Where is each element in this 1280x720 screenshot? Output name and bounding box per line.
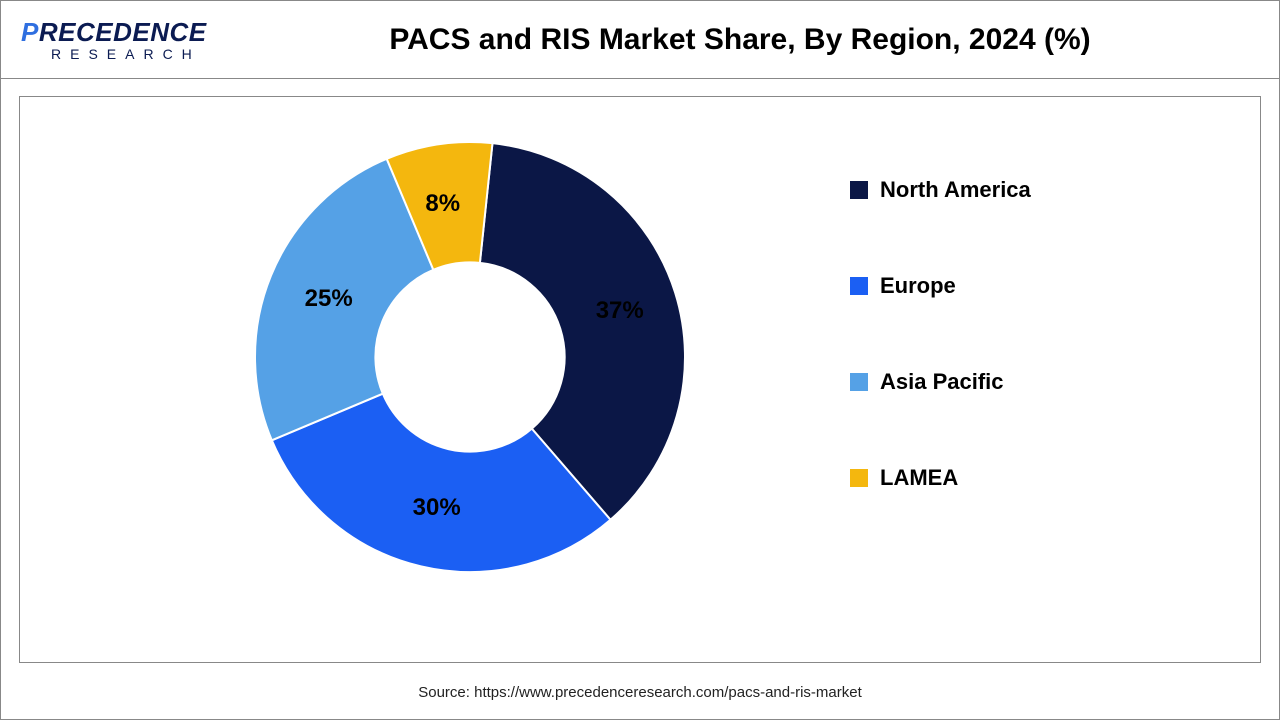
legend-label: Europe xyxy=(880,273,956,299)
logo-rest: RECEDENCE xyxy=(39,17,207,47)
legend-item: Asia Pacific xyxy=(850,369,1031,395)
chart-frame: PRECEDENCE RESEARCH PACS and RIS Market … xyxy=(0,0,1280,720)
donut-svg xyxy=(250,137,690,577)
legend-swatch xyxy=(850,181,868,199)
legend-item: Europe xyxy=(850,273,1031,299)
slice-label: 30% xyxy=(413,494,461,522)
legend-swatch xyxy=(850,373,868,391)
source-line: Source: https://www.precedenceresearch.c… xyxy=(1,684,1279,701)
donut-chart: 37% 30% 25% 8% xyxy=(250,137,690,577)
legend-item: North America xyxy=(850,177,1031,203)
legend-label: North America xyxy=(880,177,1031,203)
logo-subline: RESEARCH xyxy=(51,47,201,61)
legend-swatch xyxy=(850,469,868,487)
chart-inner: 37% 30% 25% 8% North America Europe Asia Paci… xyxy=(20,97,1260,662)
chart-area: 37% 30% 25% 8% North America Europe Asia Paci… xyxy=(19,96,1261,663)
chart-title: PACS and RIS Market Share, By Region, 20… xyxy=(221,23,1259,57)
logo-wordmark: PRECEDENCE xyxy=(21,19,207,45)
brand-logo: PRECEDENCE RESEARCH xyxy=(21,19,221,61)
slice-label: 37% xyxy=(596,297,644,325)
legend-label: LAMEA xyxy=(880,465,958,491)
legend: North America Europe Asia Pacific LAMEA xyxy=(850,177,1031,491)
donut-hole xyxy=(375,262,564,451)
legend-swatch xyxy=(850,277,868,295)
source-prefix: Source: xyxy=(418,684,474,701)
legend-item: LAMEA xyxy=(850,465,1031,491)
legend-label: Asia Pacific xyxy=(880,369,1004,395)
source-text: https://www.precedenceresearch.com/pacs-… xyxy=(474,684,862,701)
slice-label: 8% xyxy=(425,190,460,218)
logo-accent-letter: P xyxy=(21,17,39,47)
slice-label: 25% xyxy=(305,285,353,313)
title-wrap: PACS and RIS Market Share, By Region, 20… xyxy=(221,23,1259,57)
header-row: PRECEDENCE RESEARCH PACS and RIS Market … xyxy=(1,1,1279,79)
